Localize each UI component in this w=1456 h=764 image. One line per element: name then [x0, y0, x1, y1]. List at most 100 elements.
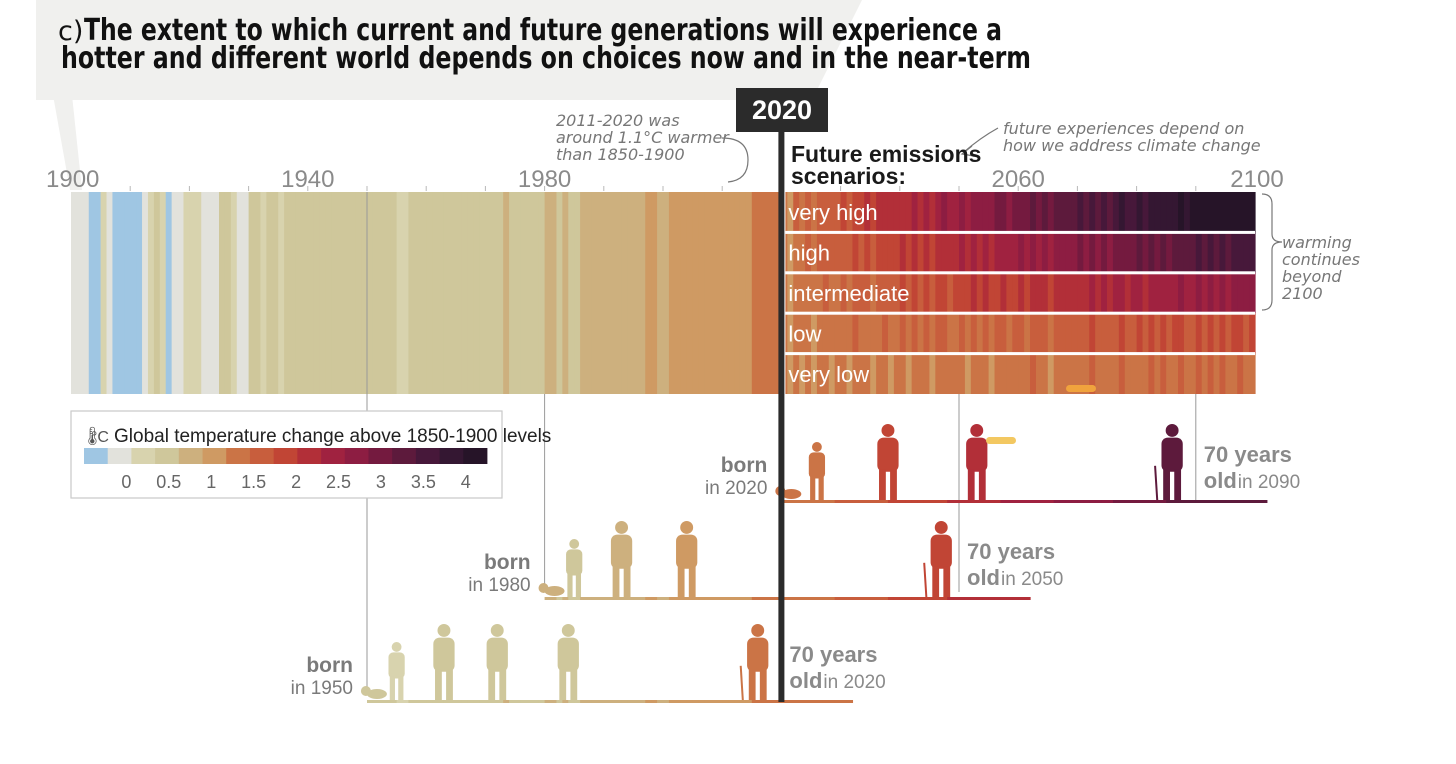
history-stripe: [313, 192, 321, 394]
scenario-stripe: [805, 232, 812, 273]
scenario-stripe: [1000, 353, 1007, 394]
history-stripe: [147, 192, 155, 394]
scenario-separator: [785, 271, 1255, 275]
history-stripe: [751, 192, 759, 394]
history-stripe: [331, 192, 338, 394]
timeline-segment: [663, 597, 670, 600]
scenario-stripe: [1089, 192, 1096, 233]
history-stripe: [372, 192, 380, 394]
timeline-segment: [858, 500, 865, 503]
timeline-segment: [728, 700, 735, 703]
timeline-segment: [858, 597, 865, 600]
scenario-stripe: [1130, 272, 1138, 314]
timeline-segment: [639, 597, 646, 600]
scenario-stripe: [1172, 272, 1179, 314]
history-stripe: [580, 192, 587, 394]
scenario-stripe: [816, 272, 824, 314]
scenario-stripe: [970, 192, 978, 233]
timeline-segment: [887, 597, 895, 600]
scenario-label: very low: [788, 362, 869, 387]
scenario-stripe: [988, 313, 996, 354]
scenario-stripe: [1077, 353, 1084, 394]
scenario-stripe: [864, 192, 871, 233]
scenario-stripe: [1071, 272, 1078, 314]
scenario-stripe: [1249, 192, 1256, 233]
born-label: born: [721, 454, 768, 477]
legend-tick-label: 1: [206, 472, 216, 492]
history-stripe: [526, 192, 534, 394]
figure-cane: [923, 562, 928, 598]
beyond-annotation-line: continues: [1282, 250, 1360, 269]
timeline-segment: [497, 700, 504, 703]
timeline-segment: [876, 500, 883, 503]
scenario-stripe: [1201, 272, 1209, 314]
history-stripe: [295, 192, 303, 394]
scenario-stripe: [1077, 313, 1084, 354]
scenario-stripe: [870, 313, 877, 354]
figure-head: [1165, 424, 1179, 437]
timeline-segment: [615, 700, 623, 703]
scenario-stripe: [1213, 192, 1221, 233]
scenario-stripe: [905, 232, 913, 273]
history-stripe: [520, 192, 528, 394]
scenario-stripe: [1089, 232, 1096, 273]
legend-swatch: [131, 448, 156, 464]
current-year-label: 2020: [752, 95, 812, 125]
history-stripe: [106, 192, 114, 394]
timeline-segment: [390, 700, 398, 703]
timeline-segment: [544, 597, 552, 600]
timeline-segment: [734, 700, 741, 703]
scenario-stripe: [1071, 192, 1078, 233]
scenario-stripe: [816, 192, 824, 233]
scenario-stripe: [799, 192, 806, 233]
history-stripe: [615, 192, 623, 394]
timeline-segment: [621, 700, 629, 703]
scenario-stripe: [1053, 272, 1061, 314]
scenario-stripe: [1018, 272, 1025, 314]
timeline-segment: [1118, 500, 1126, 503]
timeline-segment: [846, 700, 854, 703]
scenario-stripe: [1071, 232, 1078, 273]
timeline-segment: [1260, 500, 1268, 503]
history-stripe: [597, 192, 605, 394]
scenario-stripe: [970, 232, 978, 273]
timeline-segment: [852, 597, 859, 600]
figure-head: [569, 539, 580, 549]
scenario-stripe: [787, 232, 794, 273]
timeline-segment: [828, 597, 836, 600]
scenario-stripe: [785, 232, 788, 273]
scenario-stripe: [1166, 232, 1173, 273]
history-stripe: [112, 192, 119, 394]
scenario-stripe: [1047, 192, 1055, 233]
scenario-stripe: [822, 232, 830, 273]
timeline-segment: [568, 597, 575, 600]
scenario-stripe: [1041, 232, 1049, 273]
scenario-stripe: [911, 353, 919, 394]
scenario-stripe: [923, 313, 930, 354]
scenario-stripe: [1012, 232, 1019, 273]
timeline-segment: [657, 700, 664, 703]
history-stripe: [627, 192, 634, 394]
legend-tick-label: 4: [461, 472, 471, 492]
future-annotation-arrowhead: [960, 145, 975, 157]
scenario-stripe: [1024, 192, 1031, 233]
person-figure: [486, 624, 508, 700]
scenario-stripe: [793, 192, 800, 233]
history-stripe: [248, 192, 256, 394]
scenario-stripe: [994, 272, 1002, 314]
scenario-stripe: [1089, 313, 1096, 354]
scenario-stripe: [1142, 272, 1150, 314]
timeline-segment: [964, 500, 972, 503]
history-stripe: [201, 192, 208, 394]
scenario-stripe: [1000, 272, 1007, 314]
scenario-stripe: [1166, 272, 1173, 314]
history-stripe: [118, 192, 125, 394]
history-stripe: [207, 192, 214, 394]
scenario-stripe: [970, 313, 978, 354]
scenario-label: low: [788, 321, 821, 346]
history-stripe: [177, 192, 185, 394]
timeline-segment: [793, 597, 800, 600]
scenario-stripe: [846, 272, 854, 314]
scenario-stripe: [887, 232, 895, 273]
history-stripe: [349, 192, 356, 394]
